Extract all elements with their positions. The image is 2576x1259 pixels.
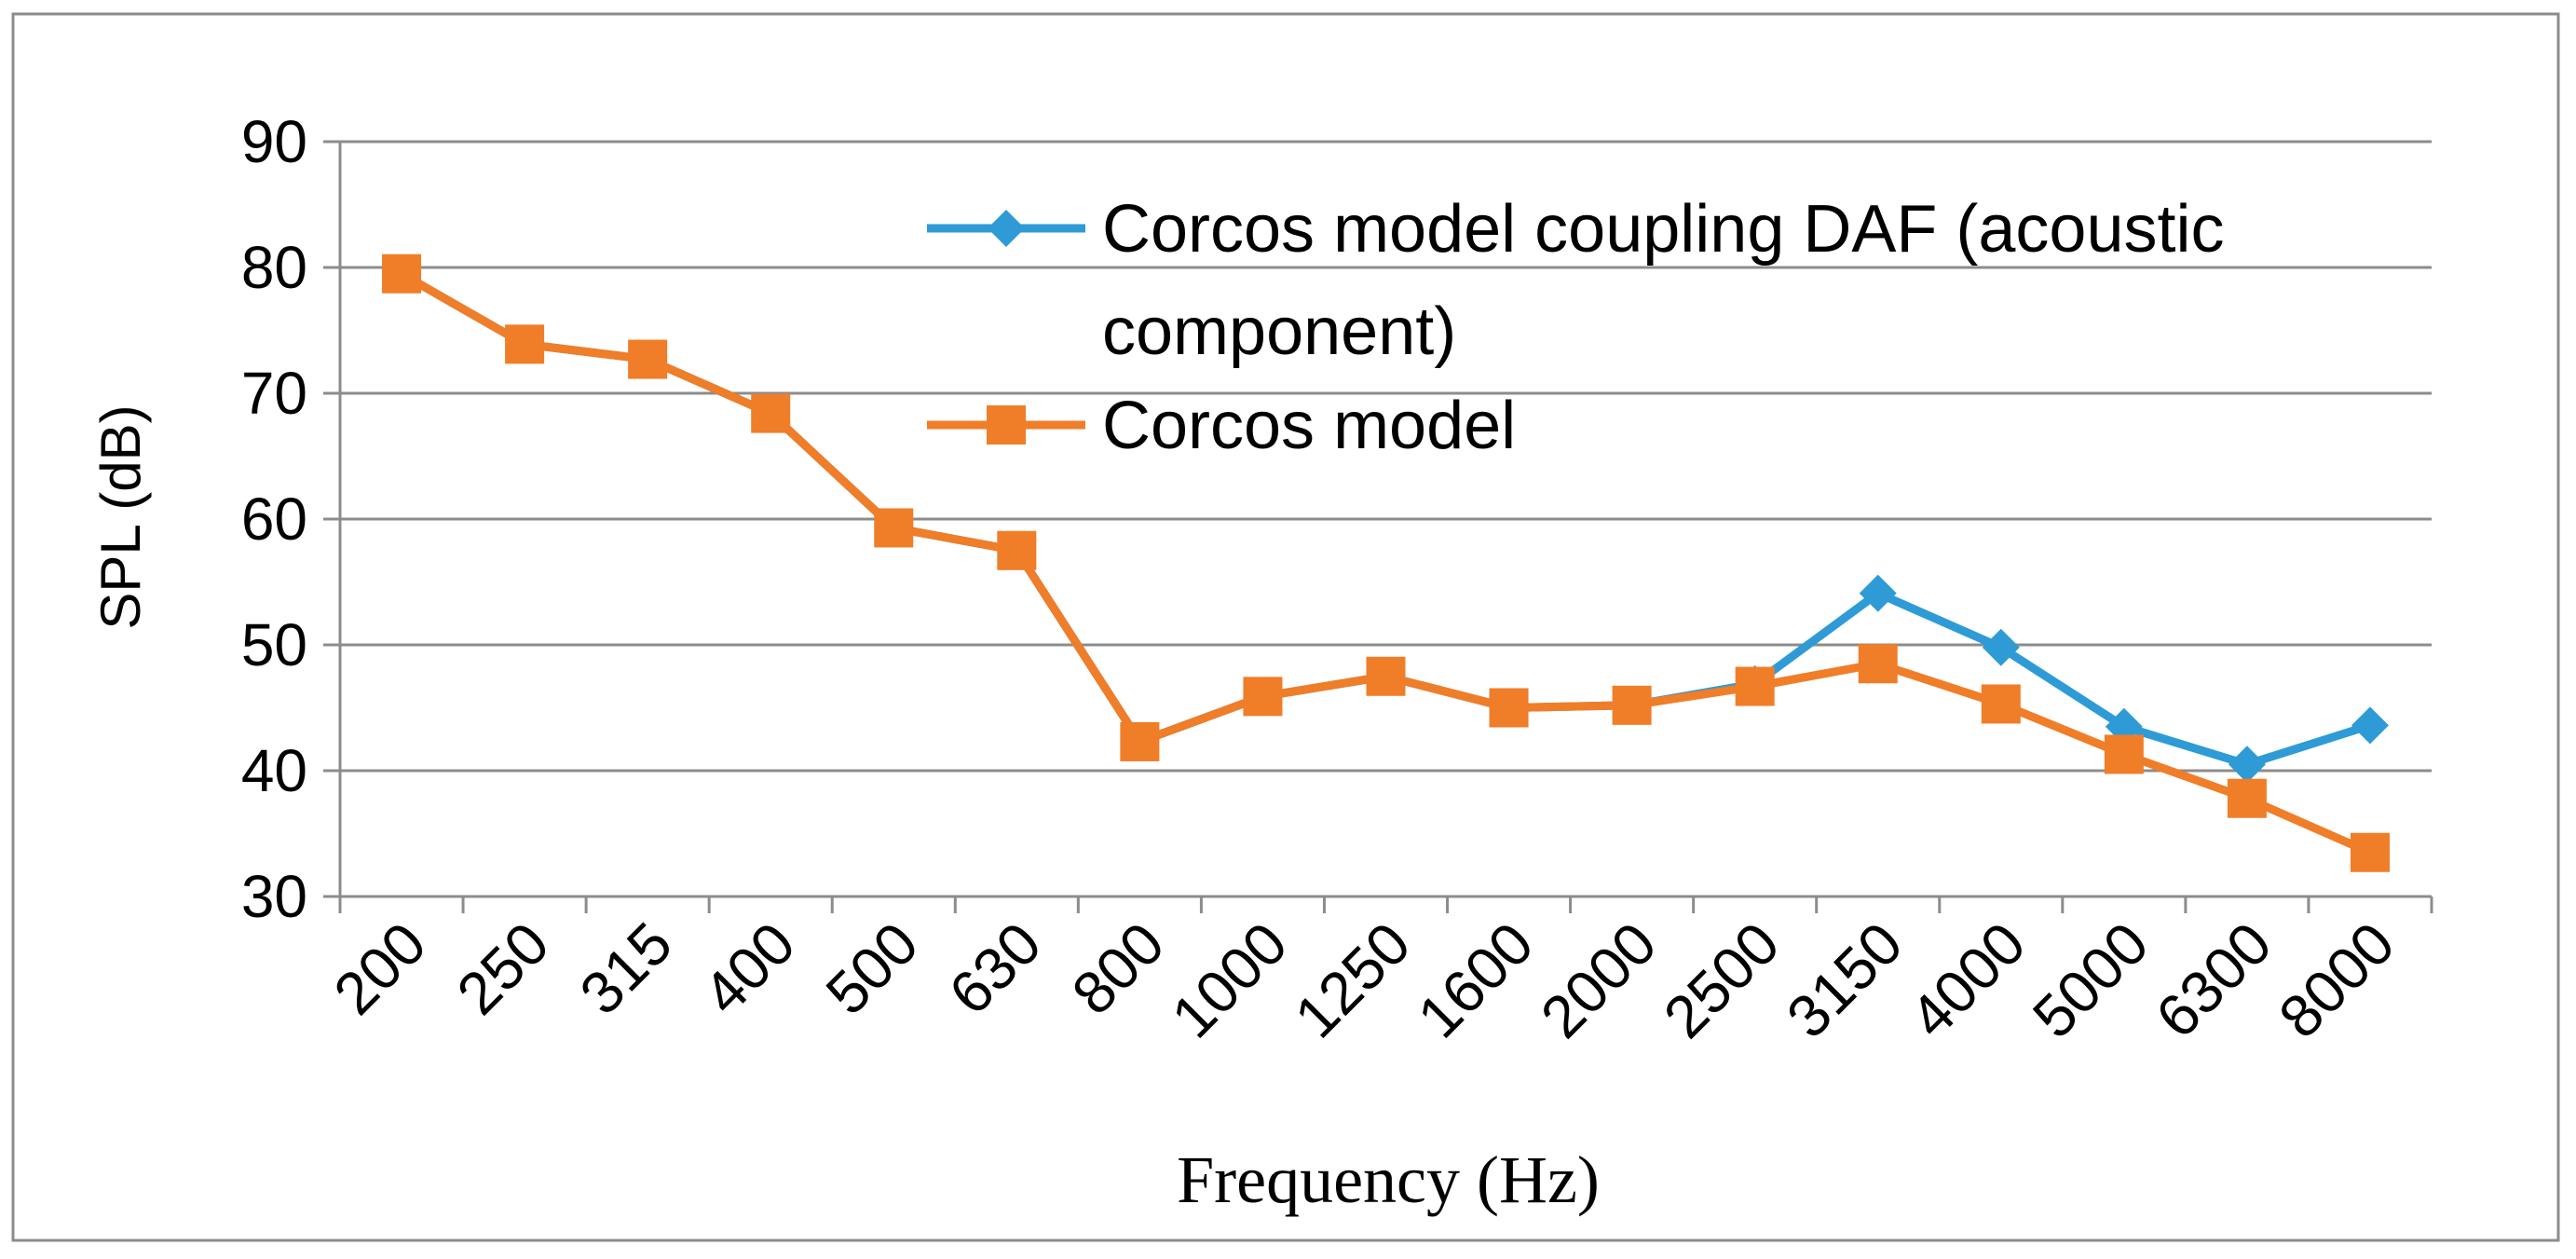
data-point — [1982, 628, 2020, 666]
y-tick-label: 50 — [241, 611, 307, 678]
y-tick-label: 60 — [241, 486, 307, 553]
series-group — [382, 253, 2390, 872]
data-point — [2228, 746, 2266, 784]
data-point — [1366, 656, 1406, 696]
data-point — [1489, 688, 1529, 728]
y-tick-label: 40 — [241, 737, 307, 804]
legend-swatch-marker — [988, 210, 1025, 247]
data-point — [1735, 666, 1775, 706]
x-axis-label: Frequency (Hz) — [1177, 1143, 1600, 1217]
data-point — [628, 339, 668, 379]
data-point — [1120, 721, 1160, 761]
legend-label: Corcos model coupling DAF (acoustic — [1102, 192, 2225, 267]
data-point — [2227, 778, 2267, 818]
legend-item-coupling-daf: Corcos model coupling DAF (acoustic compo… — [927, 192, 2225, 369]
data-point — [1858, 644, 1898, 684]
data-point — [997, 530, 1037, 570]
series-corcos-model — [382, 253, 2390, 872]
y-tick-labels: 30 40 50 60 70 80 90 — [241, 108, 307, 930]
legend-swatch-marker — [987, 405, 1026, 445]
gridlines — [340, 140, 2432, 773]
chart-border — [11, 12, 2560, 1242]
legend: Corcos model coupling DAF (acoustic compo… — [927, 192, 2225, 463]
data-point — [505, 324, 545, 364]
y-tick-label: 90 — [241, 108, 307, 175]
data-point — [751, 393, 791, 433]
y-tick-label: 30 — [241, 863, 307, 930]
data-point — [2104, 734, 2144, 774]
legend-item-corcos-model: Corcos model — [927, 389, 1516, 463]
data-point — [1981, 684, 2021, 724]
data-point — [1243, 677, 1283, 717]
y-tick-label: 70 — [241, 360, 307, 427]
y-axis-label: SPL (dB) — [89, 404, 152, 629]
data-point — [1612, 685, 1652, 725]
data-point — [2351, 706, 2389, 745]
data-point — [1859, 574, 1897, 612]
data-point — [382, 253, 422, 294]
axes — [323, 140, 2433, 913]
data-point — [874, 508, 914, 548]
legend-label: component) — [1102, 294, 1456, 369]
y-tick-label: 80 — [241, 234, 307, 301]
data-point — [2350, 832, 2390, 872]
legend-label: Corcos model — [1102, 389, 1516, 463]
